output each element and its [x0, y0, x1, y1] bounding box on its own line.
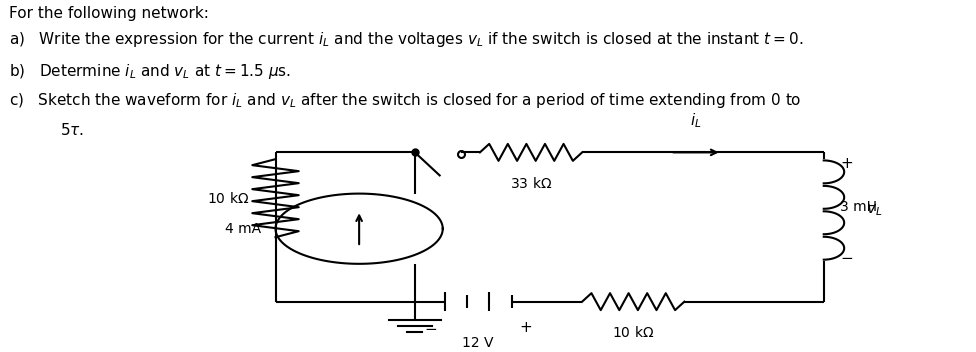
Text: $5\tau$.: $5\tau$.	[60, 122, 84, 138]
Text: 3 mH: 3 mH	[840, 200, 877, 214]
Text: $v_L$: $v_L$	[866, 202, 882, 218]
Text: 10 k$\Omega$: 10 k$\Omega$	[207, 191, 250, 206]
Text: For the following network:: For the following network:	[9, 6, 209, 21]
Text: a)   Write the expression for the current $\mathit{i_L}$ and the voltages $\math: a) Write the expression for the current …	[9, 30, 803, 49]
Text: $i_L$: $i_L$	[690, 112, 702, 130]
Text: $-$: $-$	[840, 249, 854, 264]
Text: 4 mA: 4 mA	[225, 222, 262, 236]
Text: $+$: $+$	[519, 320, 532, 335]
Text: $-$: $-$	[425, 320, 437, 335]
Text: $+$: $+$	[840, 156, 854, 171]
Text: 10 k$\Omega$: 10 k$\Omega$	[612, 325, 654, 340]
Text: 33 k$\Omega$: 33 k$\Omega$	[509, 176, 552, 191]
Text: c)   Sketch the waveform for $\mathit{i_L}$ and $\mathit{v_L}$ after the switch : c) Sketch the waveform for $\mathit{i_L}…	[9, 91, 801, 110]
Text: 12 V: 12 V	[463, 335, 494, 350]
Text: b)   Determine $\mathit{i_L}$ and $\mathit{v_L}$ at $t = 1.5$ $\mu$s.: b) Determine $\mathit{i_L}$ and $\mathit…	[9, 62, 291, 81]
